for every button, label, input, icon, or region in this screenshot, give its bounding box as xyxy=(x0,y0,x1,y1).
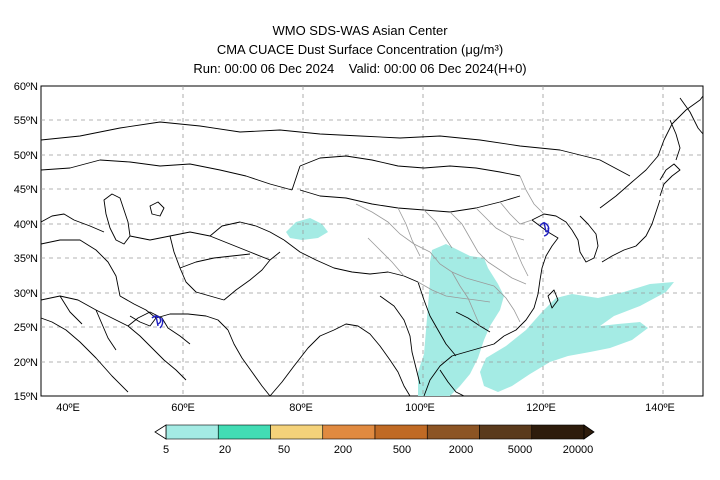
lat-label: 15ºN xyxy=(14,391,38,403)
dust-area-south-china-sea xyxy=(480,282,674,392)
colorbar-tick-label: 2000 xyxy=(449,444,473,456)
contour-persian-gulf xyxy=(151,315,164,329)
run-time-label: Run: 00:00 06 Dec 2024 xyxy=(193,61,335,76)
lat-label: 60ºN xyxy=(14,81,38,93)
lon-label: 80ºE xyxy=(289,402,313,414)
colorbar-tick-label: 20 xyxy=(219,444,231,456)
contour-marks xyxy=(151,221,550,329)
colorbar-left-arrow xyxy=(154,424,167,440)
colorbar-box xyxy=(165,424,219,440)
lat-label: 40ºN xyxy=(14,219,38,231)
colorbar-box xyxy=(322,424,376,440)
colorbar-tick-label: 500 xyxy=(393,444,411,456)
valid-time-label: Valid: 00:00 06 Dec 2024(H+0) xyxy=(348,61,527,76)
dust-area-taklimakan xyxy=(286,218,328,240)
lat-label: 30ºN xyxy=(14,288,38,300)
lat-label: 25ºN xyxy=(14,322,38,334)
lon-label: 60ºE xyxy=(171,402,195,414)
lon-label: 120ºE xyxy=(526,402,556,414)
lon-label: 100ºE xyxy=(405,402,435,414)
dust-area-southeast-asia xyxy=(418,244,504,396)
coastlines-borders xyxy=(40,95,704,397)
colorbar-box xyxy=(374,424,428,440)
colorbar-box xyxy=(531,424,585,440)
colorbar-tick-labels: 5 20 50 200 500 2000 5000 20000 xyxy=(163,444,593,456)
colorbar-boxes xyxy=(165,424,585,440)
title-line-3: Run: 00:00 06 Dec 2024 Valid: 00:00 06 D… xyxy=(0,60,720,77)
colorbar-tick-label: 50 xyxy=(278,444,290,456)
lat-label: 35ºN xyxy=(14,253,38,265)
dust-areas xyxy=(286,218,674,396)
graticule xyxy=(41,86,703,396)
title-line-1: WMO SDS-WAS Asian Center xyxy=(272,23,448,38)
lat-label: 50ºN xyxy=(14,150,38,162)
colorbar-box xyxy=(426,424,480,440)
colorbar-box xyxy=(479,424,533,440)
province-borders xyxy=(355,175,545,327)
colorbar-box xyxy=(270,424,324,440)
lon-label: 140ºE xyxy=(645,402,675,414)
latitude-labels: 60ºN 55ºN 50ºN 45ºN 40ºN 35ºN 30ºN 25ºN … xyxy=(14,81,38,403)
lat-label: 55ºN xyxy=(14,115,38,127)
longitude-labels: 40ºE 60ºE 80ºE 100ºE 120ºE 140ºE xyxy=(56,402,675,414)
title-line-2: CMA CUACE Dust Surface Concentration (μg… xyxy=(216,42,504,57)
lat-label: 45ºN xyxy=(14,184,38,196)
lat-label: 20ºN xyxy=(14,357,38,369)
colorbar-right-arrow xyxy=(583,424,595,440)
colorbar-tick-label: 20000 xyxy=(563,444,594,456)
lon-label: 40ºE xyxy=(56,402,80,414)
colorbar-box xyxy=(217,424,271,440)
colorbar-tick-label: 200 xyxy=(334,444,352,456)
contour-bohai xyxy=(539,221,550,237)
colorbar-tick-label: 5 xyxy=(163,444,169,456)
colorbar-tick-label: 5000 xyxy=(508,444,532,456)
